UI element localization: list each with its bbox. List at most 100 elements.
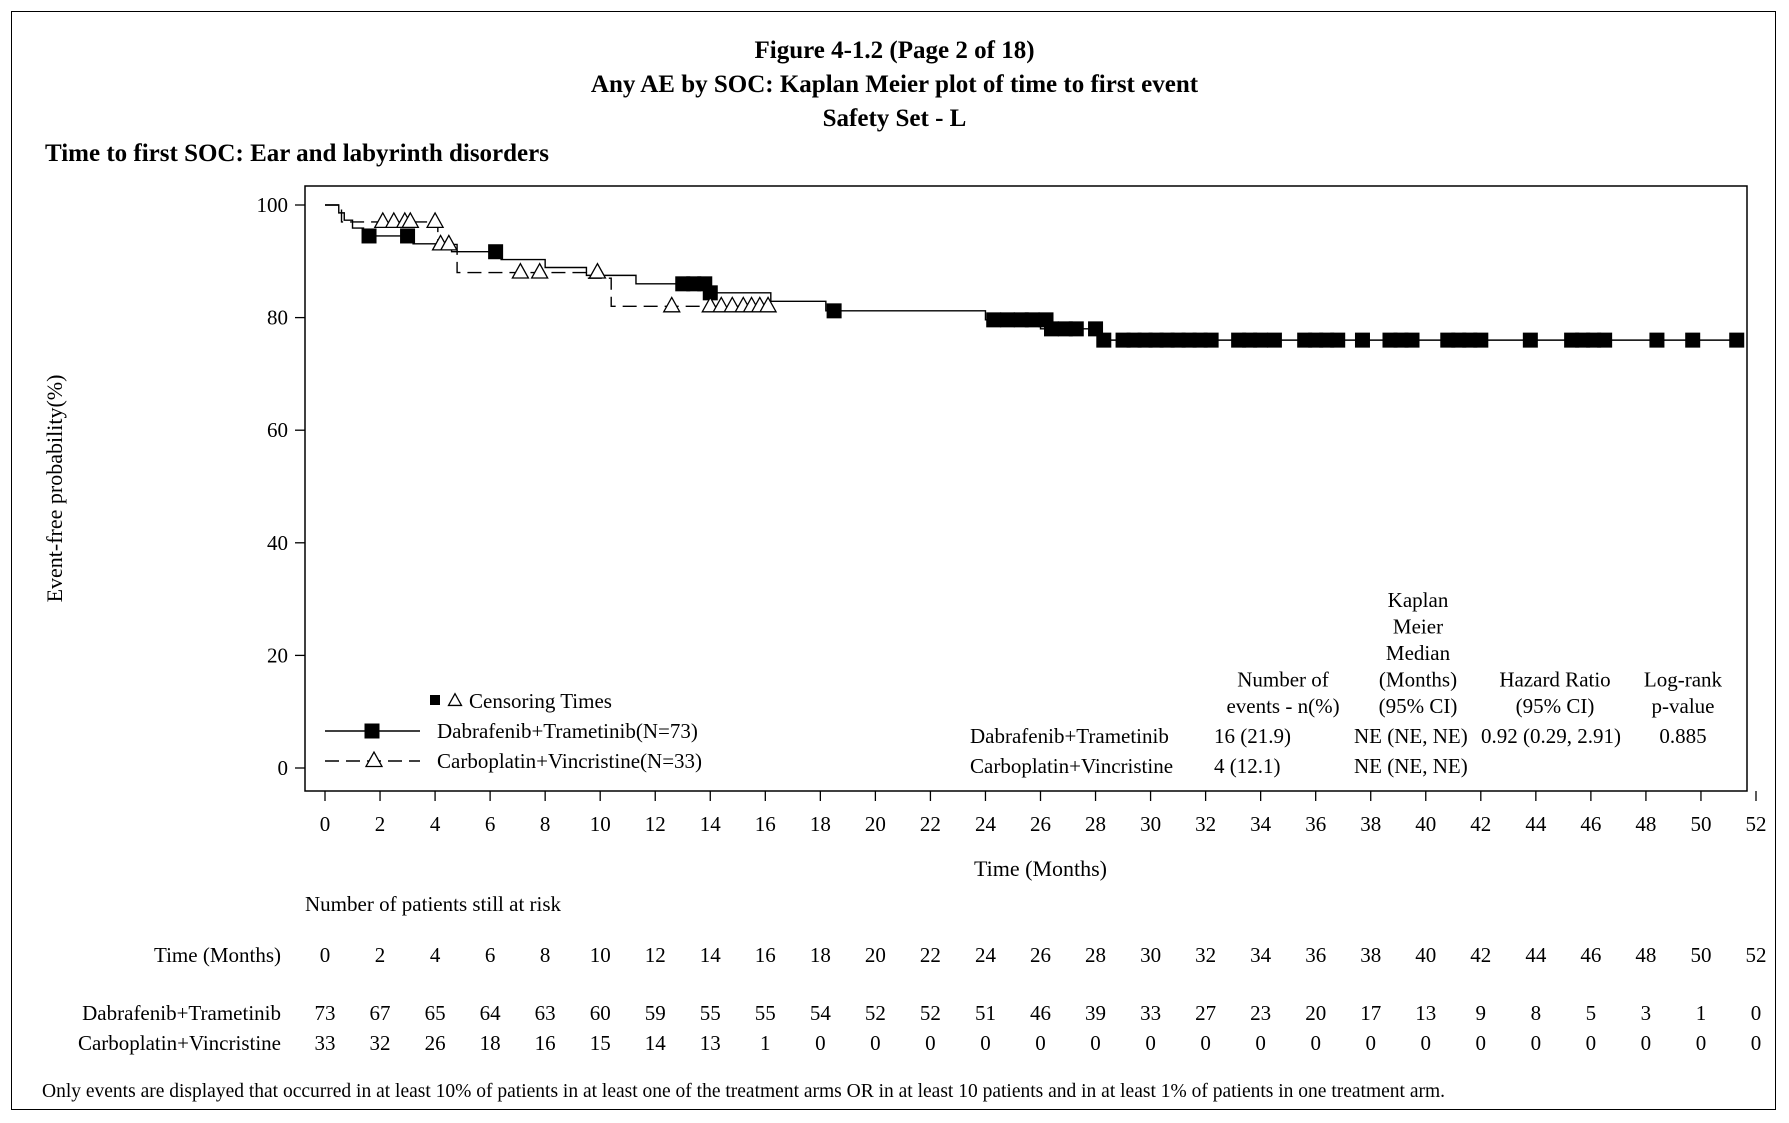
risk-time-value: 44 [1525, 943, 1547, 967]
risk-time-value: 12 [645, 943, 666, 967]
censor-mark-carboplatin [425, 211, 445, 229]
x-tick-label: 24 [975, 812, 997, 836]
x-tick-label: 48 [1635, 812, 1656, 836]
legend-marker-carboplatin [364, 750, 384, 768]
x-tick-label: 28 [1085, 812, 1106, 836]
risk-value: 0 [870, 1031, 881, 1055]
censor-mark-dabrafenib [986, 312, 1002, 328]
risk-arm-label: Carboplatin+Vincristine [78, 1031, 281, 1055]
legend-label-dabrafenib: Dabrafenib+Trametinib(N=73) [437, 719, 698, 743]
x-tick-label: 34 [1250, 812, 1272, 836]
risk-value: 52 [865, 1001, 886, 1025]
risk-value: 0 [1035, 1031, 1046, 1055]
risk-value: 3 [1641, 1001, 1652, 1025]
risk-value: 16 [535, 1031, 556, 1055]
stats-header-hr: (95% CI) [1516, 694, 1595, 718]
risk-value: 39 [1085, 1001, 1106, 1025]
legend-marker-dabrafenib [364, 723, 380, 739]
risk-value: 52 [920, 1001, 941, 1025]
risk-value: 0 [1586, 1031, 1597, 1055]
x-tick-label: 2 [375, 812, 386, 836]
risk-value: 73 [315, 1001, 336, 1025]
risk-value: 46 [1030, 1001, 1051, 1025]
risk-value: 0 [1531, 1031, 1542, 1055]
risk-value: 32 [370, 1031, 391, 1055]
y-tick-label: 20 [267, 643, 288, 667]
stats-header-hr: Hazard Ratio [1499, 668, 1610, 692]
risk-time-value: 20 [865, 943, 886, 967]
x-tick-label: 26 [1030, 812, 1051, 836]
risk-value: 14 [645, 1031, 667, 1055]
risk-value: 1 [1696, 1001, 1707, 1025]
legend-censor-triangle-icon [447, 692, 463, 707]
risk-time-value: 32 [1195, 943, 1216, 967]
risk-value: 0 [1751, 1031, 1762, 1055]
censor-mark-carboplatin [712, 296, 731, 313]
x-tick-label: 0 [320, 812, 331, 836]
censor-mark-carboplatin [439, 234, 458, 251]
risk-value: 0 [1696, 1031, 1707, 1055]
risk-time-value: 30 [1140, 943, 1161, 967]
risk-value: 0 [1365, 1031, 1376, 1055]
risk-time-value: 38 [1360, 943, 1381, 967]
censor-mark-dabrafenib [1522, 332, 1538, 348]
risk-value: 55 [700, 1001, 721, 1025]
censor-mark-carboplatin [384, 211, 403, 229]
censor-mark-dabrafenib [1649, 332, 1665, 348]
figure-title-line2: Any AE by SOC: Kaplan Meier plot of time… [590, 71, 1199, 98]
y-tick-label: 60 [267, 418, 288, 442]
x-tick-label: 52 [1746, 812, 1767, 836]
y-tick-label: 100 [257, 193, 289, 217]
risk-value: 33 [315, 1031, 336, 1055]
risk-value: 17 [1360, 1001, 1381, 1025]
risk-value: 59 [645, 1001, 666, 1025]
risk-time-value: 46 [1580, 943, 1601, 967]
x-tick-label: 20 [865, 812, 886, 836]
risk-time-value: 28 [1085, 943, 1106, 967]
stats-events: 16 (21.9) [1214, 724, 1291, 748]
risk-value: 23 [1250, 1001, 1271, 1025]
x-tick-label: 18 [810, 812, 831, 836]
x-tick-label: 42 [1470, 812, 1491, 836]
y-axis-title: Event-free probability(%) [42, 375, 67, 603]
x-tick-label: 32 [1195, 812, 1216, 836]
censor-mark-dabrafenib [1330, 332, 1346, 348]
y-tick-label: 40 [267, 531, 288, 555]
censor-mark-dabrafenib [1404, 332, 1420, 348]
censor-mark-dabrafenib [999, 312, 1015, 328]
risk-value: 0 [1421, 1031, 1432, 1055]
figure-frame [11, 11, 1776, 1110]
stats-header-median: Median [1386, 641, 1451, 665]
risk-value: 15 [590, 1031, 611, 1055]
risk-time-value: 34 [1250, 943, 1272, 967]
censor-mark-dabrafenib [1597, 332, 1613, 348]
stats-arm-label: Dabrafenib+Trametinib [970, 724, 1169, 748]
risk-value: 0 [1751, 1001, 1762, 1025]
risk-time-value: 10 [590, 943, 611, 967]
risk-time-value: 22 [920, 943, 941, 967]
x-tick-label: 36 [1305, 812, 1326, 836]
censor-mark-dabrafenib [1068, 321, 1084, 337]
footnote: Only events are displayed that occurred … [42, 1081, 1446, 1102]
censor-mark-dabrafenib [1354, 332, 1370, 348]
x-tick-label: 46 [1580, 812, 1601, 836]
risk-time-value: 6 [485, 943, 496, 967]
risk-time-value: 14 [700, 943, 722, 967]
stats-header-median: Kaplan [1388, 588, 1449, 612]
risk-time-label: Time (Months) [154, 943, 281, 967]
figure-title: Figure 4-1.2 (Page 2 of 18) [754, 37, 1035, 64]
x-tick-label: 8 [540, 812, 551, 836]
stats-arm-label: Carboplatin+Vincristine [970, 754, 1173, 778]
risk-value: 0 [1310, 1031, 1321, 1055]
risk-value: 51 [975, 1001, 996, 1025]
risk-value: 9 [1476, 1001, 1487, 1025]
risk-value: 0 [1200, 1031, 1211, 1055]
figure-title-line3: Safety Set - L [822, 105, 967, 132]
x-tick-label: 38 [1360, 812, 1381, 836]
risk-time-value: 48 [1635, 943, 1656, 967]
risk-time-value: 40 [1415, 943, 1436, 967]
risk-time-value: 26 [1030, 943, 1051, 967]
risk-value: 8 [1531, 1001, 1542, 1025]
x-tick-label: 14 [700, 812, 722, 836]
